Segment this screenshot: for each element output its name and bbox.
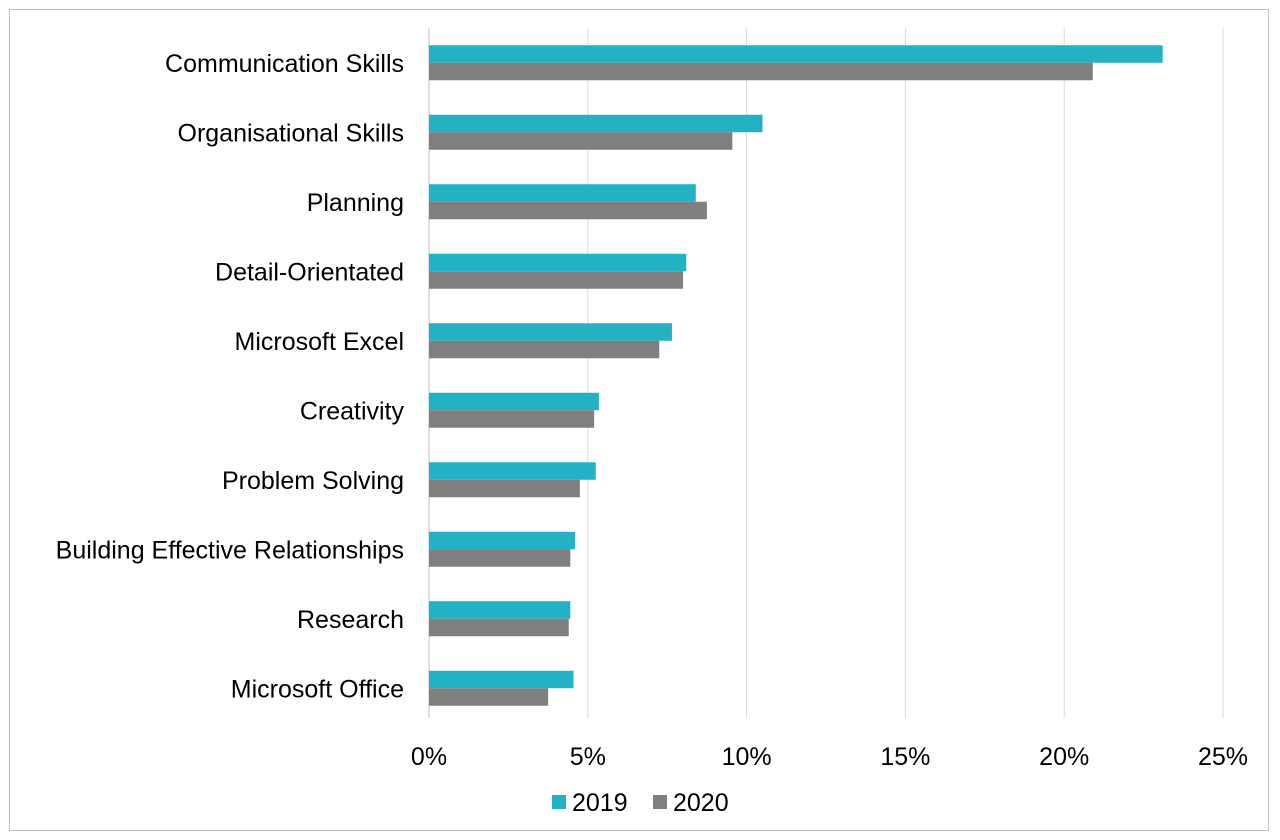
category-label: Building Effective Relationships <box>56 536 404 564</box>
legend-swatch-2019 <box>552 795 566 809</box>
category-label: Organisational Skills <box>178 119 405 147</box>
x-tick-label: 25% <box>1198 743 1248 771</box>
bar-2020 <box>429 271 684 289</box>
category-label: Creativity <box>300 397 405 425</box>
bar-2019 <box>429 601 571 619</box>
bar-2019 <box>429 184 696 202</box>
bars <box>429 45 1163 706</box>
bar-2020 <box>429 479 580 498</box>
legend: 2019 2020 <box>552 789 729 817</box>
x-tick-label: 0% <box>411 743 447 771</box>
bar-2020 <box>429 410 595 428</box>
bar-2019 <box>429 670 574 689</box>
legend-label-2020: 2020 <box>673 789 729 817</box>
category-label: Research <box>297 606 404 634</box>
bar-2019 <box>429 114 763 133</box>
bar-2019 <box>429 392 599 411</box>
bar-2019 <box>429 531 576 550</box>
bar-2020 <box>429 132 733 150</box>
category-label: Microsoft Office <box>231 675 404 703</box>
bar-2020 <box>429 201 707 220</box>
category-label: Communication Skills <box>165 50 404 78</box>
bar-2019 <box>429 323 672 341</box>
category-label: Microsoft Excel <box>235 328 404 356</box>
x-tick-label: 20% <box>1039 743 1089 771</box>
category-labels: Communication Skills Organisational Skill… <box>56 50 405 704</box>
bar-2019 <box>429 462 596 480</box>
bar-2020 <box>429 688 549 706</box>
category-label: Planning <box>307 189 404 217</box>
bar-2020 <box>429 340 660 359</box>
legend-swatch-2020 <box>653 795 667 809</box>
bar-2019 <box>429 253 687 272</box>
category-label: Problem Solving <box>222 467 404 495</box>
bar-2020 <box>429 62 1093 81</box>
x-tick-label: 15% <box>880 743 930 771</box>
x-tick-label: 5% <box>570 743 606 771</box>
bar-2019 <box>429 45 1163 63</box>
bar-2020 <box>429 549 571 567</box>
x-tick-label: 10% <box>722 743 772 771</box>
bar-2020 <box>429 618 569 637</box>
x-axis-ticks: 0% 5% 10% 15% 20% 25% <box>411 743 1248 771</box>
legend-label-2019: 2019 <box>572 789 628 817</box>
category-label: Detail-Orientated <box>215 258 404 286</box>
